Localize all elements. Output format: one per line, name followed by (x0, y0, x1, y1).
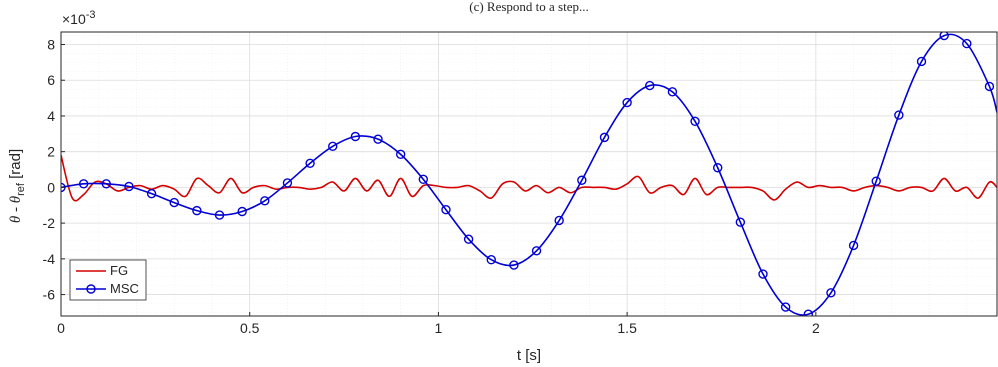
y-tick-label: -2 (43, 215, 56, 231)
y-tick-label: -4 (43, 251, 56, 267)
data-point-msc (984, 81, 995, 92)
x-tick-label: 0.5 (240, 320, 260, 336)
data-point-msc (169, 197, 179, 208)
x-axis-label: t [s] (517, 347, 541, 364)
data-point-msc (667, 87, 678, 97)
data-point-msc (939, 32, 949, 41)
y-axis-label: θ - θref [rad] (7, 149, 27, 223)
y-tick-label: -6 (43, 287, 56, 303)
data-point-msc (826, 288, 836, 298)
data-point-msc (848, 240, 859, 251)
y-exponent-label: ×10-3 (62, 9, 96, 27)
y-axis-label-unit: [rad] (7, 149, 24, 183)
data-point-msc (463, 234, 474, 244)
legend-label-msc: MSC (110, 281, 139, 296)
y-tick-label: 2 (47, 144, 55, 160)
data-point-msc (758, 269, 768, 279)
data-point-msc (395, 149, 406, 160)
y-axis-label-sub: ref (15, 182, 27, 196)
x-tick-label: 0 (57, 320, 65, 336)
data-point-msc (373, 134, 383, 144)
data-point-msc (871, 176, 881, 186)
data-point-msc (282, 178, 293, 188)
series-line-msc (61, 33, 997, 316)
data-point-msc (803, 309, 813, 316)
data-point-msc (418, 174, 429, 185)
x-tick-label: 1.5 (617, 320, 637, 336)
data-point-msc (124, 181, 134, 192)
y-axis-label-main: θ - θ (8, 195, 24, 223)
data-point-msc (350, 131, 361, 142)
plot-frame (60, 31, 998, 317)
chart-title: (c) Respond to a step... (469, 0, 589, 14)
data-point-msc (214, 210, 225, 220)
legend-label-fg: FG (110, 263, 128, 278)
legend-marker-msc (86, 284, 96, 294)
data-point-msc (486, 255, 496, 265)
y-exponent-power: -3 (86, 9, 96, 21)
y-tick-label: 6 (47, 72, 55, 88)
data-point-msc (916, 56, 927, 67)
legend: FG MSC (69, 259, 147, 301)
data-point-msc (577, 175, 587, 185)
data-point-msc (780, 302, 791, 312)
legend-box (69, 259, 147, 301)
x-tick-label: 2 (812, 320, 820, 336)
y-tick-label: 0 (47, 179, 55, 195)
series-layer (61, 32, 997, 316)
data-point-msc (509, 260, 519, 270)
data-point-msc (146, 188, 157, 199)
data-point-msc (962, 38, 972, 49)
data-point-msc (237, 206, 247, 217)
data-point-msc (645, 80, 655, 91)
data-point-msc (101, 179, 111, 189)
data-point-msc (713, 163, 723, 173)
data-point-msc (622, 97, 632, 108)
data-point-msc (554, 215, 564, 226)
data-point-msc (894, 110, 904, 120)
data-point-msc (599, 132, 610, 143)
data-point-msc (305, 158, 315, 168)
data-point-msc (328, 141, 338, 152)
y-tick-label: 8 (47, 37, 55, 53)
axis-ticks: 0 0.5 1 1.5 2 -6 -4 -2 0 2 4 6 8 (43, 37, 820, 336)
y-tick-label: 4 (47, 108, 55, 124)
data-point-msc (78, 179, 89, 189)
data-point-msc (441, 205, 451, 215)
x-tick-label: 1 (435, 320, 443, 336)
data-point-msc (735, 217, 746, 227)
data-point-msc (260, 196, 270, 206)
data-point-msc (192, 205, 202, 216)
series-line-fg (61, 155, 997, 202)
data-point-msc (531, 246, 542, 256)
grid (60, 32, 997, 316)
data-point-msc (690, 116, 700, 127)
